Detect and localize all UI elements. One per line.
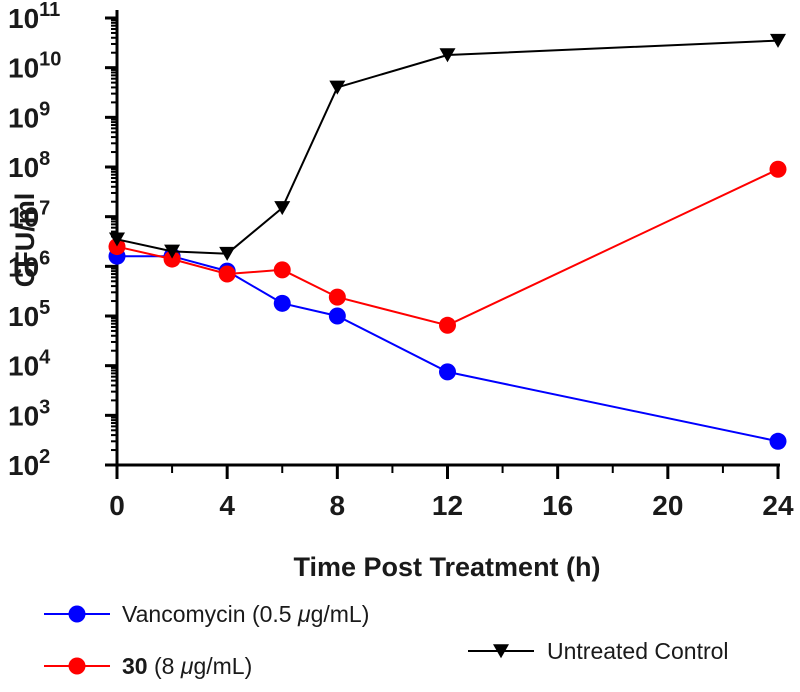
x-axis-title: Time Post Treatment (h) xyxy=(293,552,600,582)
data-point xyxy=(273,294,291,312)
legend-marker xyxy=(68,657,86,675)
series-1 xyxy=(108,160,787,334)
data-point xyxy=(328,307,346,325)
data-point xyxy=(109,232,125,247)
x-tick-label-20: 20 xyxy=(652,490,683,521)
y-tick-label-3: 103 xyxy=(8,396,50,431)
data-point xyxy=(770,33,786,48)
y-axis-title: CFU/ml xyxy=(10,193,40,288)
legend-marker xyxy=(68,605,86,623)
y-tick-label-2: 102 xyxy=(8,446,50,481)
y-tick-label-11: 1011 xyxy=(8,0,60,34)
data-point xyxy=(769,432,787,450)
data-point xyxy=(163,250,181,268)
legend-marker xyxy=(493,644,509,659)
series-line-0 xyxy=(117,255,779,443)
x-tick-label-24: 24 xyxy=(762,490,794,521)
data-point xyxy=(164,244,181,259)
y-tick-label-8: 108 xyxy=(8,148,50,183)
y-tick-label-5: 105 xyxy=(8,297,50,332)
series-2 xyxy=(109,33,786,261)
series-line-1 xyxy=(116,168,779,327)
data-point xyxy=(769,160,787,178)
legend-entry-2: Untreated Control xyxy=(468,638,729,664)
series-0 xyxy=(108,247,787,450)
y-tick-label-7: 107 xyxy=(8,198,50,233)
data-point xyxy=(273,261,291,279)
data-point xyxy=(108,238,126,256)
series-layer xyxy=(108,33,787,450)
data-point xyxy=(328,288,346,306)
y-tick-label-10: 1010 xyxy=(8,49,61,84)
x-tick-label-16: 16 xyxy=(542,490,573,521)
x-tick-label-0: 0 xyxy=(109,490,125,521)
x-tick-label-4: 4 xyxy=(219,490,235,521)
x-tick-label-8: 8 xyxy=(330,490,346,521)
axes: 102 103 104 105 106 107 108 109 1010 1011 0 4 8 12 16 2… xyxy=(8,0,794,521)
legend-label: Vancomycin (0.5 μg/mL) xyxy=(122,601,369,627)
data-point xyxy=(439,48,456,63)
legend: Vancomycin (0.5 μg/mL) 30 (8 μg/mL) Untrea… xyxy=(44,601,729,679)
series-line-2 xyxy=(116,39,779,255)
data-point xyxy=(218,265,236,283)
legend-entry-1: 30 (8 μg/mL) xyxy=(44,653,252,679)
y-tick-label-6: 106 xyxy=(8,247,50,282)
data-point xyxy=(219,246,236,261)
data-point xyxy=(274,201,291,216)
y-tick-label-9: 109 xyxy=(8,98,50,133)
legend-label: 30 (8 μg/mL) xyxy=(122,653,252,679)
y-tick-label-4: 104 xyxy=(8,347,51,382)
legend-entry-0: Vancomycin (0.5 μg/mL) xyxy=(44,601,369,627)
data-point xyxy=(329,80,346,95)
data-point xyxy=(439,316,456,334)
data-point xyxy=(439,363,456,381)
x-tick-label-12: 12 xyxy=(432,490,463,521)
legend-label: Untreated Control xyxy=(547,638,729,664)
